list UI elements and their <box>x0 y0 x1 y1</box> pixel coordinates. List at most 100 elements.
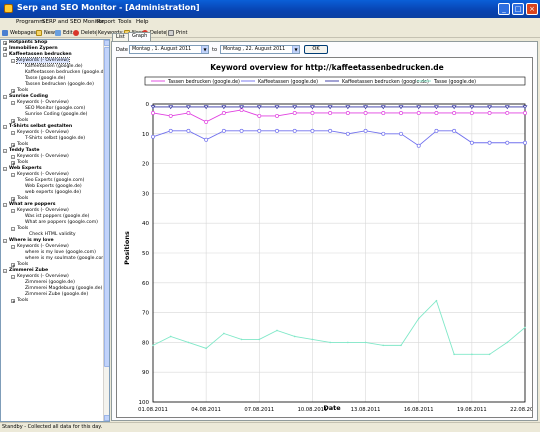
tree-project-item[interactable]: + Immobilien Zypern <box>1 46 104 52</box>
tree-group-item[interactable]: - Keywords (- Overview) <box>1 274 104 280</box>
y-tick-label: 30 <box>142 191 149 197</box>
collapse-icon[interactable]: - <box>3 149 7 154</box>
date-to-picker[interactable]: Montag , 22. August 2011 ▼ <box>220 45 300 54</box>
tree-group-item[interactable]: - Keywords (- Overview) <box>1 172 104 178</box>
tree-group-item[interactable]: - Keywords (- Overview) <box>1 100 104 106</box>
tree-project-item[interactable]: - Web Experts <box>1 166 104 172</box>
tree-item-label: Kaffeetassen bedrucken (google.de) <box>25 70 109 75</box>
tree-project-item[interactable]: - Teddy Taste <box>1 148 104 154</box>
tree-project-item[interactable]: - Kaffeetassen bedrucken <box>1 52 104 58</box>
tree-project-item[interactable]: - Zimmerei Zube <box>1 268 104 274</box>
close-button[interactable]: × <box>526 3 538 15</box>
tree-keyword-item[interactable]: Seo Experts (google.com) <box>1 178 104 184</box>
tree-project-item[interactable]: - Sunrise Coding <box>1 94 104 100</box>
tree-group-item[interactable]: - Keywords (- Overview) <box>1 57 104 64</box>
tree-project-item[interactable]: - T-Shirts selbst gestalten <box>1 124 104 130</box>
expand-icon[interactable]: + <box>11 89 16 94</box>
expand-icon[interactable]: + <box>11 263 16 268</box>
tree-keyword-item[interactable]: What are poppers (google.com) <box>1 220 104 226</box>
tree-project-item[interactable]: - What are poppers <box>1 202 104 208</box>
expand-icon[interactable]: + <box>11 143 16 148</box>
tree-keyword-item[interactable]: Zimmerei (google.de) <box>1 280 104 286</box>
tree-group-item[interactable]: + Tools <box>1 142 104 148</box>
collapse-icon[interactable]: - <box>11 275 15 280</box>
tree-group-item[interactable]: + Tools <box>1 298 104 304</box>
collapse-icon[interactable]: - <box>11 245 15 250</box>
tree-keyword-item[interactable]: Tassen bedrucken (google.de) <box>1 82 104 88</box>
tree-keyword-item[interactable]: Sunrise Coding (google.de) <box>1 112 104 118</box>
tree-keyword-item[interactable]: where is my soulmate (google.com) <box>1 256 108 262</box>
tree-group-item[interactable]: + Tools <box>1 88 104 94</box>
collapse-icon[interactable]: - <box>3 167 7 172</box>
collapse-icon[interactable]: - <box>11 173 15 178</box>
collapse-icon[interactable]: - <box>11 209 15 214</box>
tree-group-item[interactable]: + Tools <box>1 262 104 268</box>
tab-list[interactable]: List <box>112 33 129 41</box>
tree-group-item[interactable]: - Tools <box>1 226 104 232</box>
tree-keyword-item[interactable]: Was ist poppers (google.de) <box>1 214 104 220</box>
expand-icon[interactable]: + <box>3 47 8 52</box>
keywords-label: Keywords: <box>98 30 124 36</box>
tree-keyword-item[interactable]: where is my love (google.com) <box>1 250 104 256</box>
tree-keyword-item[interactable]: Tasse (google.de) <box>1 76 104 82</box>
tree-keyword-item[interactable]: Check HTML validity <box>1 232 104 238</box>
print-button[interactable]: Print <box>168 29 188 37</box>
collapse-icon[interactable]: - <box>3 203 7 208</box>
expand-icon[interactable]: + <box>3 41 8 46</box>
tree-keyword-item[interactable]: Web Experts (google.de) <box>1 184 104 190</box>
collapse-icon[interactable]: - <box>11 155 15 160</box>
menu-serp-and-seo-monitor[interactable]: SERP and SEO Monitor <box>42 19 104 25</box>
maximize-button[interactable]: □ <box>512 3 524 15</box>
expand-icon[interactable]: + <box>11 299 16 304</box>
tree-project-item[interactable]: + Hotpants Shop <box>1 40 104 46</box>
collapse-icon[interactable]: - <box>11 101 15 106</box>
scroll-down-icon[interactable] <box>104 415 109 421</box>
scroll-thumb[interactable] <box>104 47 109 367</box>
y-tick-label: 70 <box>142 311 149 317</box>
menu-help[interactable]: Help <box>136 19 149 25</box>
tab-graph[interactable]: Graph <box>128 32 152 41</box>
collapse-icon[interactable]: - <box>11 227 15 232</box>
expand-icon[interactable]: + <box>11 161 16 166</box>
webpage-new-button[interactable]: New <box>36 29 55 37</box>
collapse-icon[interactable]: - <box>3 239 7 244</box>
tree-group-item[interactable]: + Tools <box>1 118 104 124</box>
collapse-icon[interactable]: - <box>3 95 7 100</box>
chevron-down-icon[interactable]: ▼ <box>292 46 299 53</box>
scroll-up-icon[interactable] <box>104 40 109 46</box>
menu-tools[interactable]: Tools <box>118 19 132 25</box>
data-point <box>186 128 191 133</box>
webpage-delete-button[interactable]: Delete <box>73 29 97 37</box>
tree-group-item[interactable]: - Keywords (- Overview) <box>1 154 104 160</box>
tree-keyword-item[interactable]: web experts (google.de) <box>1 190 104 196</box>
tree-keyword-item[interactable]: SEO Monitor (google.com) <box>1 106 104 112</box>
tree-keyword-item[interactable]: Zimmerei Zube (google.de) <box>1 292 104 298</box>
tree-group-item[interactable]: + Tools <box>1 196 104 202</box>
ok-button[interactable]: OK <box>304 45 328 54</box>
collapse-icon[interactable]: - <box>11 59 15 64</box>
menu-report[interactable]: Report <box>97 19 116 25</box>
tree-project-item[interactable]: - Where is my love <box>1 238 104 244</box>
project-tree[interactable]: + Hotpants Shop + Immobilien Zypern - Kaffeet… <box>0 39 110 422</box>
collapse-icon[interactable]: - <box>3 269 7 274</box>
tree-group-item[interactable]: + Tools <box>1 160 104 166</box>
collapse-icon[interactable]: - <box>3 53 7 58</box>
collapse-icon[interactable]: - <box>11 131 15 136</box>
collapse-icon[interactable]: - <box>3 125 7 130</box>
tree-scrollbar[interactable] <box>103 40 109 421</box>
menu-programm[interactable]: Programm <box>16 19 45 25</box>
chevron-down-icon[interactable]: ▼ <box>201 46 208 53</box>
date-from-picker[interactable]: Montag , 1. August 2011 ▼ <box>129 45 209 54</box>
tree-group-item[interactable]: - Keywords (- Overview) <box>1 130 104 136</box>
expand-icon[interactable]: + <box>11 119 16 124</box>
tree-keyword-item[interactable]: Zimmerei Magdeburg (google.de) <box>1 286 104 292</box>
tree-item-label: Zimmerei (google.de) <box>25 280 75 285</box>
tree-keyword-item[interactable]: T-Shirts selbst (google.de) <box>1 136 104 142</box>
expand-icon[interactable]: + <box>11 197 16 202</box>
webpage-edit-button[interactable]: Edit <box>55 29 73 37</box>
tree-group-item[interactable]: - Keywords (- Overview) <box>1 208 104 214</box>
tree-group-item[interactable]: - Keywords (- Overview) <box>1 244 104 250</box>
tree-keyword-item[interactable]: Kaffeetassen bedrucken (google.de) <box>1 70 108 76</box>
minimize-button[interactable]: _ <box>498 3 510 15</box>
tree-keyword-item[interactable]: Kaffeetassen (google.de) <box>1 64 104 70</box>
